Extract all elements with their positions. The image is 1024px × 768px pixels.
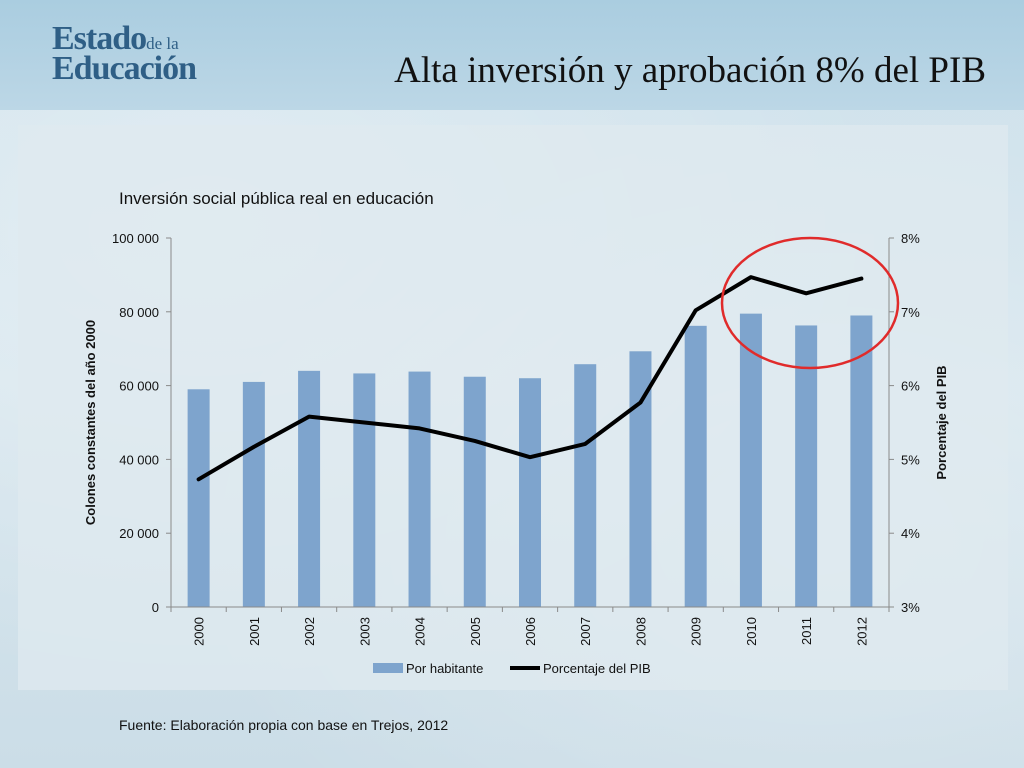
left-tick-label: 60 000	[119, 379, 159, 394]
bar-2007	[574, 364, 597, 607]
x-tick-label: 2003	[357, 617, 372, 646]
left-tick-label: 80 000	[119, 305, 159, 320]
right-tick-label: 3%	[901, 600, 920, 615]
x-tick-label: 2009	[689, 617, 704, 646]
bar-2012	[850, 315, 873, 607]
x-tick-label: 2008	[633, 617, 648, 646]
bar-2010	[739, 313, 762, 607]
x-tick-label: 2000	[192, 617, 207, 646]
left-tick-label: 100 000	[112, 231, 159, 246]
right-tick-label: 8%	[901, 231, 920, 246]
legend-label-line: Porcentaje del PIB	[543, 661, 651, 676]
right-tick-label: 5%	[901, 452, 920, 467]
x-tick-label: 2005	[468, 617, 483, 646]
legend-swatch-bar	[373, 663, 403, 673]
y-axis-title: Colones constantes del año 2000	[83, 320, 98, 525]
bar-2001	[242, 381, 265, 607]
bar-2003	[353, 373, 376, 607]
bar-2008	[629, 351, 652, 607]
bar-2000	[187, 389, 210, 607]
bar-2006	[519, 378, 541, 607]
bar-2004	[408, 371, 431, 607]
x-tick-label: 2006	[523, 617, 538, 646]
left-tick-label: 20 000	[119, 526, 159, 541]
legend-label-bar: Por habitante	[406, 661, 483, 676]
estado-educacion-logo: Estadode la Educación	[52, 20, 197, 87]
right-tick-label: 7%	[901, 305, 920, 320]
x-tick-label: 2004	[413, 617, 428, 646]
x-tick-label: 2010	[744, 617, 759, 646]
left-tick-label: 40 000	[119, 452, 159, 467]
x-tick-label: 2001	[247, 617, 262, 646]
bar-2002	[298, 370, 321, 607]
right-tick-label: 4%	[901, 526, 920, 541]
bar-2011	[795, 325, 818, 607]
right-tick-label: 6%	[901, 379, 920, 394]
x-tick-label: 2012	[854, 617, 869, 646]
highlight-circle	[720, 236, 900, 370]
left-tick-label: 0	[152, 600, 159, 615]
x-tick-label: 2002	[302, 617, 317, 646]
bar-2009	[684, 325, 707, 607]
chart-title: Inversión social pública real en educaci…	[119, 189, 434, 208]
x-tick-label: 2007	[578, 617, 593, 646]
x-tick-label: 2011	[799, 617, 814, 645]
source-note: Fuente: Elaboración propia con base en T…	[119, 717, 449, 733]
slide-title: Alta inversión y aprobación 8% del PIB	[394, 50, 986, 91]
bar-2005	[463, 376, 486, 607]
chart-panel	[18, 125, 1008, 690]
header-band	[0, 0, 1024, 110]
y2-axis-title: Porcentaje del PIB	[934, 365, 949, 479]
